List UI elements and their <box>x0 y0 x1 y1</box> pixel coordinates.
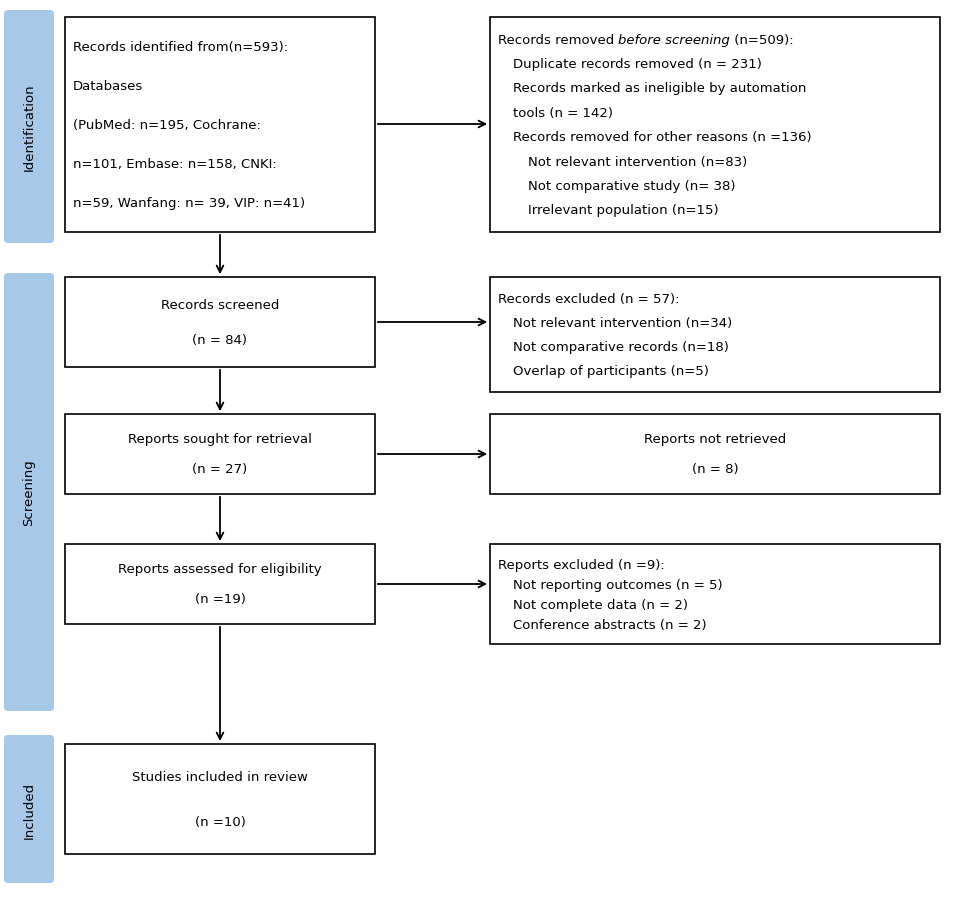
Text: Not complete data (n = 2): Not complete data (n = 2) <box>513 598 688 610</box>
Bar <box>490 545 940 644</box>
Text: Records removed: Records removed <box>498 33 619 47</box>
Text: Studies included in review: Studies included in review <box>132 770 308 783</box>
Text: (n=509):: (n=509): <box>730 33 794 47</box>
Text: Not relevant intervention (n=34): Not relevant intervention (n=34) <box>513 317 732 330</box>
FancyBboxPatch shape <box>4 11 54 244</box>
Text: (n =19): (n =19) <box>195 593 246 606</box>
Bar <box>65 545 375 624</box>
Text: Identification: Identification <box>22 84 36 172</box>
Text: Not relevant intervention (n=83): Not relevant intervention (n=83) <box>528 155 747 168</box>
Text: Reports not retrieved: Reports not retrieved <box>644 433 786 446</box>
Text: Records marked as ineligible by automation: Records marked as ineligible by automati… <box>513 82 806 96</box>
Text: Reports excluded (n =9):: Reports excluded (n =9): <box>498 558 665 571</box>
Text: Included: Included <box>22 780 36 838</box>
Text: (PubMed: n=195, Cochrane:: (PubMed: n=195, Cochrane: <box>73 119 260 132</box>
Text: (n = 27): (n = 27) <box>193 463 248 476</box>
Text: Conference abstracts (n = 2): Conference abstracts (n = 2) <box>513 618 707 631</box>
Bar <box>65 18 375 233</box>
Bar <box>490 414 940 495</box>
Text: (n = 8): (n = 8) <box>692 463 739 476</box>
Text: (n =10): (n =10) <box>195 815 246 828</box>
Text: Not comparative records (n=18): Not comparative records (n=18) <box>513 340 729 353</box>
Text: Databases: Databases <box>73 79 143 93</box>
Text: Duplicate records removed (n = 231): Duplicate records removed (n = 231) <box>513 58 762 71</box>
Bar <box>490 18 940 233</box>
Text: (n = 84): (n = 84) <box>193 333 248 347</box>
Bar <box>65 744 375 854</box>
Bar <box>65 278 375 368</box>
Text: Not reporting outcomes (n = 5): Not reporting outcomes (n = 5) <box>513 578 723 591</box>
Text: Records identified from(n=593):: Records identified from(n=593): <box>73 41 288 54</box>
FancyBboxPatch shape <box>4 735 54 883</box>
Text: Irrelevant population (n=15): Irrelevant population (n=15) <box>528 204 718 217</box>
Text: tools (n = 142): tools (n = 142) <box>513 107 613 120</box>
Text: Overlap of participants (n=5): Overlap of participants (n=5) <box>513 364 709 377</box>
Text: Records excluded (n = 57):: Records excluded (n = 57): <box>498 293 680 306</box>
Text: Reports assessed for eligibility: Reports assessed for eligibility <box>118 563 321 576</box>
Text: Records removed for other reasons (n =136): Records removed for other reasons (n =13… <box>513 131 811 144</box>
FancyBboxPatch shape <box>4 274 54 712</box>
Text: Screening: Screening <box>22 459 36 526</box>
Bar <box>65 414 375 495</box>
Text: Reports sought for retrieval: Reports sought for retrieval <box>128 433 312 446</box>
Text: n=59, Wanfang: n= 39, VIP: n=41): n=59, Wanfang: n= 39, VIP: n=41) <box>73 197 305 209</box>
Bar <box>490 278 940 393</box>
Text: before screening: before screening <box>619 33 730 47</box>
Text: Records screened: Records screened <box>161 299 279 312</box>
Text: Not comparative study (n= 38): Not comparative study (n= 38) <box>528 180 736 192</box>
Text: n=101, Embase: n=158, CNKI:: n=101, Embase: n=158, CNKI: <box>73 158 277 171</box>
